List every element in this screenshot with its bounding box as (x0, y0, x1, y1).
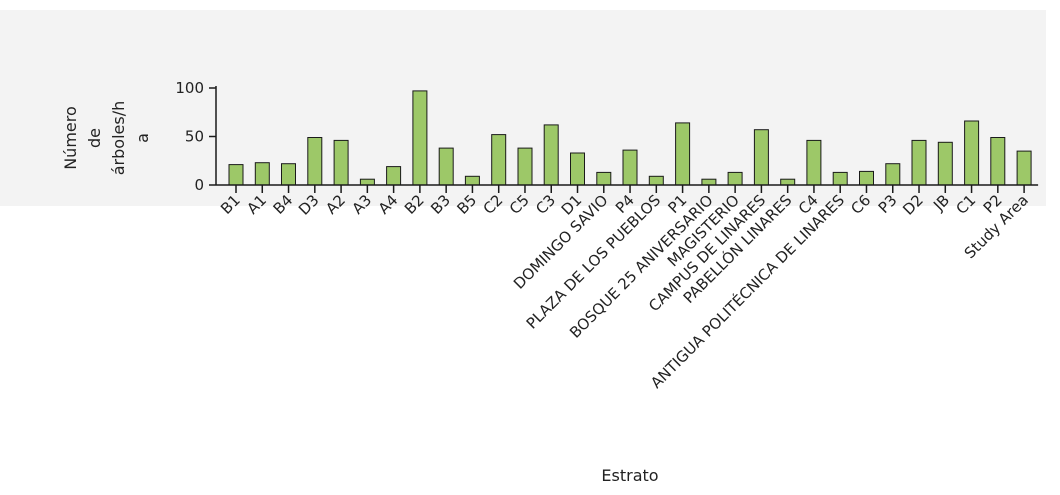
bar-c5 (517, 147, 533, 186)
bar-c4 (806, 139, 822, 186)
bar-a2 (333, 139, 349, 186)
y-axis-title-line: árboles/h (109, 101, 128, 175)
y-ticks-group: 0 50 100 (175, 79, 216, 194)
bar-d3 (307, 137, 323, 186)
bar-b3 (438, 147, 454, 186)
bar-c2 (491, 134, 507, 186)
bar-d2 (911, 139, 927, 186)
bar-b1 (228, 164, 244, 186)
y-tick-label: 50 (185, 128, 204, 146)
bar-c1 (964, 120, 980, 186)
bar-antigua-politécnica-de-linares (832, 171, 848, 186)
y-axis-title: Número de árboles/h a (61, 101, 152, 175)
bar-a1 (254, 162, 270, 186)
bar-p1 (675, 122, 691, 186)
bar-p4 (622, 149, 638, 186)
y-axis-title-text: Número de árboles/h a (61, 101, 152, 175)
bar-jb (937, 141, 953, 186)
bars-group (228, 90, 1032, 186)
bar-d1 (570, 152, 585, 186)
bar-pabellón-linares (780, 178, 796, 186)
bar-p3 (885, 163, 901, 186)
bar-plaza-de-los-pueblos (648, 175, 664, 186)
bar-c6 (859, 170, 874, 186)
x-axis-title: Estrato (601, 466, 658, 485)
y-tick-label: 0 (194, 176, 204, 194)
bar-p2 (990, 137, 1006, 186)
bar-domingo-savio (596, 171, 612, 186)
y-axis-title-line: a (133, 133, 152, 143)
y-axis-title-line: de (85, 128, 104, 148)
bar-b4 (281, 163, 296, 186)
bar-c3 (543, 124, 559, 186)
bar-a4 (386, 166, 402, 186)
y-tick-label: 100 (175, 79, 204, 97)
bar-study-area (1016, 150, 1032, 186)
bar-b2 (412, 90, 428, 186)
bar-magisterio (727, 171, 743, 186)
bar-b5 (464, 175, 480, 186)
bar-campus-de-linares (753, 129, 769, 186)
bar-a3 (359, 178, 375, 186)
axes-group (215, 86, 1039, 193)
bar-bosque-25-aniversario (701, 178, 717, 186)
y-axis-title-line: Número (61, 106, 80, 170)
